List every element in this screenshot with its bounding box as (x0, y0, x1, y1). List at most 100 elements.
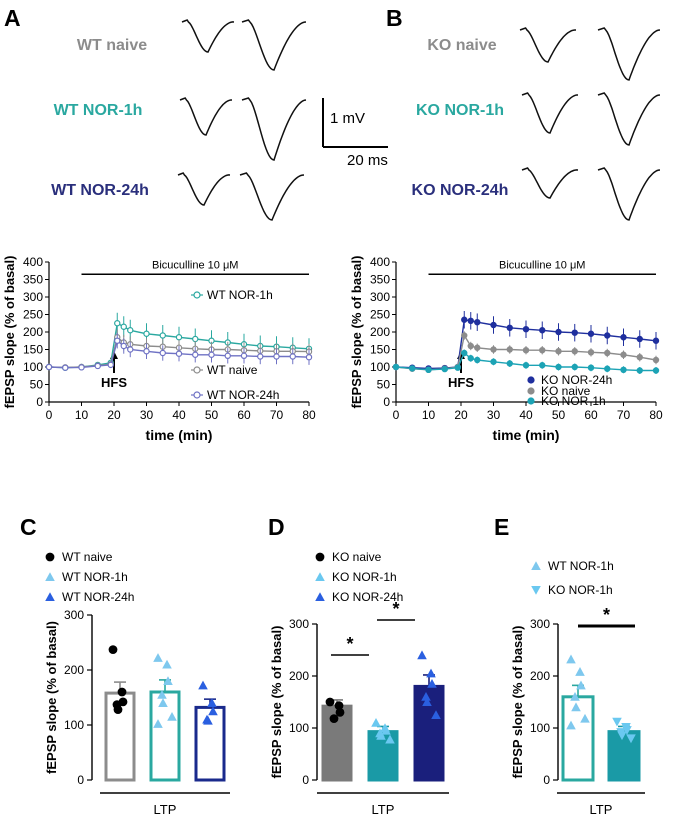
waveform-a-row0-second (241, 19, 307, 71)
data-point-ko-nor-24h (417, 650, 427, 660)
data-point-ko-nor-24h (555, 328, 562, 336)
trace-label-wt-nor-24h: WT NOR-24h (51, 182, 149, 199)
waveform-a-row0-first (181, 19, 235, 53)
data-point-wt-nor-1h (571, 702, 581, 712)
data-point-ko-naive (587, 349, 595, 356)
data-point-wt-nor-24h (305, 354, 313, 361)
data-point-ko-nor-1h (371, 718, 381, 727)
x-axis-title: LTP (154, 802, 177, 817)
data-point-wt-nor-24h (207, 698, 217, 707)
data-point-ko-nor-24h (636, 335, 643, 343)
data-point-ko-nor-1h (474, 356, 481, 364)
data-point-ko-nor-1h (385, 734, 395, 744)
y-tick-label: 150 (23, 343, 43, 357)
y-tick-label: 50 (30, 378, 44, 392)
y-tick-label: 100 (23, 360, 43, 374)
data-point-ko-naive (604, 349, 611, 357)
data-point-wt-nor-24h (203, 715, 213, 725)
data-point-wt-nor-24h (240, 352, 248, 359)
waveform-b-row1-first (521, 92, 578, 134)
y-tick-label: 300 (289, 617, 309, 631)
data-point-wt-nor-1h (158, 698, 168, 707)
data-point-ko-nor-1h (392, 363, 400, 371)
panel-letter-c: C (20, 514, 37, 540)
data-point-wt-nor-24h (273, 353, 280, 360)
x-tick-label: 50 (552, 408, 566, 422)
data-point-ko-nor-24h (506, 324, 513, 331)
data-point-wt-naive (117, 687, 127, 697)
bar-chart-c: 0 100 200 300 fEPSP slope (% of basal) LTP WT … (44, 550, 230, 817)
data-point-ko-nor-24h (421, 692, 431, 701)
data-point-ko-nor-1h (555, 363, 562, 371)
waveform-b-row2-second (597, 167, 661, 221)
data-point-wt-nor-1h (120, 323, 127, 330)
x-tick-label: 60 (237, 408, 251, 422)
data-point-wt-nor-1h (566, 720, 576, 730)
y-axis-title: fEPSP slope (% of basal) (44, 621, 59, 774)
data-point-wt-nor-24h (192, 351, 199, 358)
legend-label-wt-naive: WT naive (207, 363, 258, 377)
legend-label-ko-nor-24h: KO NOR-24h (541, 373, 612, 387)
significance-star: * (346, 634, 353, 654)
data-point-ko-nor-1h (652, 367, 660, 374)
data-point-ko-naive (522, 347, 530, 354)
data-point-ko-nor-24h (490, 321, 497, 329)
x-axis-title: time (min) (146, 427, 213, 443)
y-axis-title: fEPSP slope (% of basal) (2, 256, 17, 409)
trace-label-wt-nor-1h: WT NOR-1h (54, 102, 143, 119)
x-tick-label: 30 (140, 408, 154, 422)
y-tick-label: 0 (302, 773, 309, 787)
x-tick-label: 60 (584, 408, 598, 422)
y-tick-label: 400 (23, 255, 43, 269)
data-point-ko-nor-24h (431, 710, 441, 719)
data-point-wt-nor-24h (208, 351, 215, 358)
y-tick-label: 300 (23, 290, 43, 304)
scale-bar: 1 mV 20 ms (322, 98, 388, 169)
data-point-ko-nor-1h (587, 364, 595, 371)
waveform-a-row2-first (177, 172, 231, 206)
data-point-ko-nor-24h (604, 332, 611, 339)
y-tick-label: 100 (289, 721, 309, 735)
trace-label-ko-nor-24h: KO NOR-24h (412, 182, 509, 199)
data-point-wt-nor-24h (224, 352, 231, 359)
hfs-label: HFS (101, 375, 127, 390)
data-point-wt-nor-24h (208, 706, 218, 716)
data-point-wt-nor-24h (289, 353, 296, 360)
bar-wt-nor-24h (194, 705, 226, 782)
data-point-ko-nor-1h (571, 363, 578, 371)
legend-label-ko-nor-1h: KO NOR-1h (548, 583, 613, 597)
y-tick-label: 350 (23, 273, 43, 287)
legend-label-ko-nor-1h: KO NOR-1h (332, 570, 397, 584)
x-tick-label: 30 (487, 408, 501, 422)
data-point-ko-nor-1h (612, 717, 622, 727)
data-point-ko-nor-1h (490, 358, 497, 365)
y-tick-label: 250 (23, 308, 43, 322)
data-point-wt-nor-24h (120, 342, 127, 350)
data-point-wt-nor-24h (127, 346, 134, 353)
data-point-wt-nor-24h (94, 362, 101, 370)
significance-star: * (603, 605, 610, 625)
legend-marker (527, 387, 535, 395)
drug-label: Bicuculline 10 μM (499, 259, 585, 271)
data-point-ko-nor-24h (620, 334, 627, 341)
trace-label-ko-nor-1h: KO NOR-1h (416, 102, 504, 119)
legend-marker-wt-nor-1h (45, 572, 55, 581)
scale-bar-vertical-label: 1 mV (330, 110, 365, 127)
data-point-wt-nor-24h (159, 349, 166, 357)
legend-label-ko-naive: KO naive (332, 550, 382, 564)
legend-marker (193, 291, 201, 299)
data-point-wt-nor-24h (114, 337, 121, 344)
data-point-ko-naive (636, 354, 643, 361)
x-tick-label: 80 (649, 408, 663, 422)
y-tick-label: 100 (530, 721, 550, 735)
data-point-ko-naive (474, 344, 481, 351)
data-point-wt-nor-1h (175, 334, 183, 341)
legend-marker (193, 366, 201, 374)
y-axis-title: fEPSP slope (% of basal) (510, 626, 525, 779)
data-point-ko-naive (334, 701, 344, 711)
data-point-wt-nor-24h (78, 364, 85, 371)
data-point-wt-naive (113, 705, 123, 714)
data-point-ko-naive (555, 348, 562, 355)
data-point-ko-nor-24h (427, 679, 437, 688)
y-tick-label: 200 (370, 325, 390, 339)
